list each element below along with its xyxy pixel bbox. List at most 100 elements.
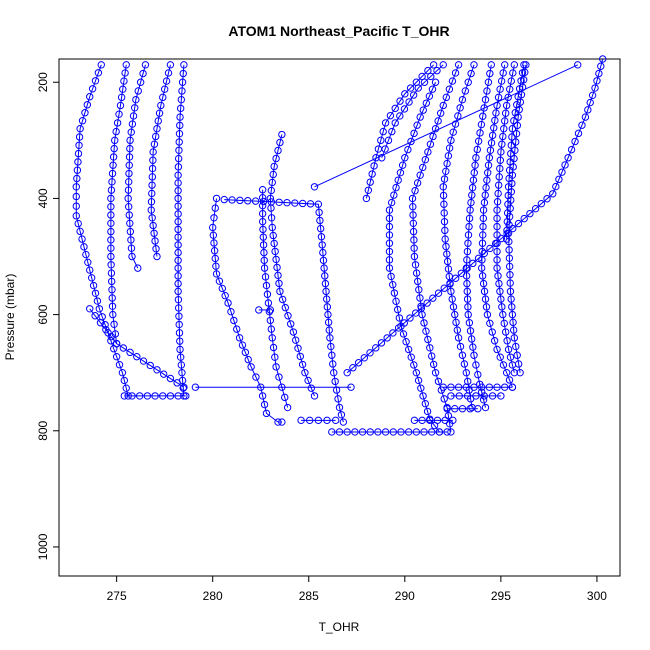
data-point <box>504 191 512 200</box>
data-point <box>485 383 494 391</box>
data-point <box>508 303 516 311</box>
series-line <box>481 64 513 388</box>
data-point <box>174 392 182 400</box>
data-point <box>108 178 116 186</box>
data-point <box>431 78 440 86</box>
data-point <box>480 287 489 296</box>
data-point <box>402 338 410 346</box>
data-point <box>467 335 476 343</box>
x-axis: 275 280 285 290 295 300 <box>107 576 607 603</box>
data-point <box>463 392 472 400</box>
data-point <box>324 318 333 327</box>
data-point <box>321 279 330 288</box>
data-point <box>258 217 267 226</box>
data-point <box>462 264 470 272</box>
data-point <box>284 312 292 320</box>
data-point <box>120 376 129 385</box>
data-point <box>139 69 147 78</box>
data-point <box>461 87 470 95</box>
data-point <box>176 345 184 354</box>
series-line <box>465 64 492 408</box>
data-point <box>503 217 511 226</box>
data-point <box>149 221 157 230</box>
data-point <box>328 428 336 436</box>
data-point <box>447 136 455 145</box>
data-point <box>112 339 121 348</box>
data-point <box>128 120 137 128</box>
data-point <box>271 353 279 361</box>
series-14 <box>385 78 444 436</box>
data-point <box>268 178 276 187</box>
data-point <box>531 204 540 213</box>
data-point <box>166 392 175 400</box>
data-point <box>289 328 298 336</box>
data-point <box>125 153 134 161</box>
data-point <box>381 428 390 436</box>
data-point <box>153 366 161 374</box>
data-point <box>470 351 478 359</box>
data-point <box>411 261 420 269</box>
data-point <box>235 334 244 342</box>
series-1 <box>72 61 132 400</box>
data-point <box>458 405 467 413</box>
data-point <box>124 194 132 203</box>
data-point <box>440 209 448 217</box>
data-point <box>595 69 603 78</box>
data-point <box>126 144 134 153</box>
data-point <box>180 383 188 391</box>
data-point <box>508 383 517 391</box>
data-point <box>537 200 546 208</box>
data-point <box>448 77 457 85</box>
data-point <box>464 310 472 319</box>
data-point <box>482 303 491 311</box>
data-point <box>477 388 486 396</box>
data-point <box>424 148 432 156</box>
data-point <box>211 204 219 212</box>
data-point <box>474 137 483 145</box>
data-point <box>94 69 103 77</box>
data-point <box>278 295 287 304</box>
data-point <box>132 95 140 104</box>
data-point <box>379 127 387 136</box>
data-point <box>477 264 486 272</box>
data-point <box>464 78 472 86</box>
data-point <box>578 121 586 129</box>
data-point <box>272 363 280 371</box>
data-point <box>74 219 82 228</box>
data-point <box>464 303 472 311</box>
data-point <box>453 326 462 334</box>
data-point <box>107 269 116 277</box>
data-point <box>125 161 133 169</box>
data-point <box>109 310 117 319</box>
data-point <box>477 120 486 129</box>
data-point <box>275 373 283 381</box>
data-point <box>480 104 488 112</box>
series-23 <box>120 392 190 400</box>
data-point <box>159 93 167 102</box>
data-point <box>513 351 521 359</box>
data-point <box>555 175 563 184</box>
data-point <box>501 383 509 391</box>
data-point <box>268 223 276 232</box>
data-point <box>258 209 267 218</box>
data-point <box>503 337 511 345</box>
data-point <box>251 197 260 205</box>
data-point <box>383 334 391 342</box>
data-point <box>176 121 184 130</box>
data-point <box>471 161 479 169</box>
data-point <box>474 405 482 413</box>
data-point <box>314 200 323 208</box>
data-point <box>272 255 280 264</box>
data-point <box>410 252 419 261</box>
data-point <box>74 158 82 166</box>
data-point <box>128 252 136 261</box>
data-point <box>174 194 182 203</box>
data-point <box>522 61 530 69</box>
data-point <box>259 241 268 249</box>
data-point <box>377 136 385 145</box>
data-point <box>119 344 128 352</box>
data-point <box>458 95 467 104</box>
data-point <box>404 428 413 436</box>
data-point <box>88 85 97 93</box>
data-point <box>487 61 495 69</box>
